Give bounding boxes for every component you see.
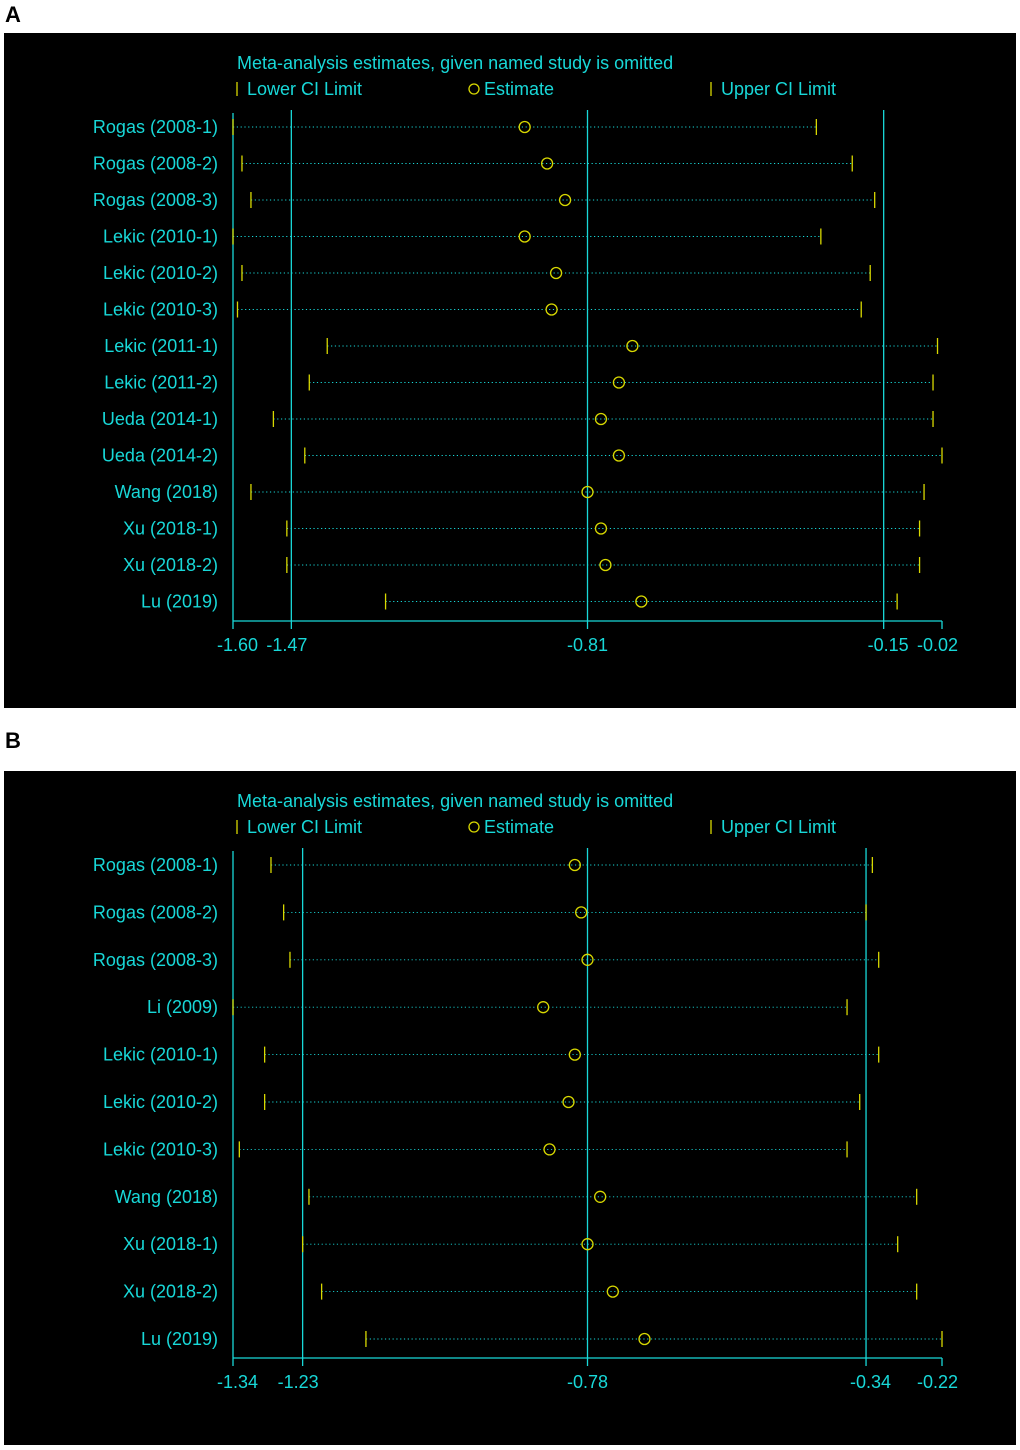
x-tick-label: -0.22 xyxy=(917,1372,958,1392)
x-tick-label: -1.47 xyxy=(266,635,307,655)
study-label: Rogas (2008-1) xyxy=(93,117,218,137)
estimate-point xyxy=(612,376,626,389)
estimate-point xyxy=(594,412,608,426)
study-label: Ueda (2014-2) xyxy=(102,446,218,466)
study-label: Lu (2019) xyxy=(141,592,218,612)
panel-b-letter: B xyxy=(5,728,21,753)
estimate-point xyxy=(518,230,531,243)
legend-lower-label: Lower CI Limit xyxy=(247,817,362,837)
study-label: Rogas (2008-3) xyxy=(93,190,218,210)
estimate-point xyxy=(540,157,554,170)
estimate-point xyxy=(626,339,639,353)
study-label: Lekic (2010-2) xyxy=(103,1092,218,1112)
study-label: Lekic (2011-2) xyxy=(104,373,218,393)
chart-title: Meta-analysis estimates, given named stu… xyxy=(237,791,673,811)
panel-a-letter: A xyxy=(5,2,21,27)
study-label: Xu (2018-2) xyxy=(123,1282,218,1302)
estimate-point xyxy=(638,1332,651,1346)
study-label: Lekic (2010-2) xyxy=(103,263,218,283)
study-label: Rogas (2008-2) xyxy=(93,154,218,174)
x-tick-label: -1.60 xyxy=(217,635,258,655)
chart-title: Meta-analysis estimates, given named stu… xyxy=(237,53,673,73)
estimate-point xyxy=(562,1095,575,1109)
estimate-point xyxy=(543,1143,556,1156)
estimate-point xyxy=(581,1238,594,1251)
x-tick-label: -1.34 xyxy=(217,1372,258,1392)
study-label: Rogas (2008-2) xyxy=(93,902,218,922)
x-tick-label: -0.78 xyxy=(567,1372,608,1392)
estimate-point xyxy=(581,485,594,499)
legend-estimate-marker xyxy=(468,821,480,833)
study-label: Xu (2018-1) xyxy=(123,1234,218,1254)
estimate-point xyxy=(545,303,558,316)
study-label: Lekic (2010-3) xyxy=(103,1139,218,1159)
estimate-point xyxy=(635,595,648,608)
estimate-point xyxy=(537,1001,550,1014)
study-label: Ueda (2014-1) xyxy=(102,409,218,429)
estimate-point xyxy=(568,1048,581,1061)
estimate-point xyxy=(518,120,531,134)
legend-estimate-label: Estimate xyxy=(484,817,554,837)
panel-a: Meta-analysis estimates, given named stu… xyxy=(4,33,1016,708)
study-label: Lekic (2010-1) xyxy=(103,227,218,247)
study-label: Xu (2018-2) xyxy=(123,555,218,575)
legend-estimate-label: Estimate xyxy=(484,79,554,99)
legend-lower-label: Lower CI Limit xyxy=(247,79,362,99)
study-label: Rogas (2008-1) xyxy=(93,855,218,875)
estimate-point xyxy=(606,1285,619,1298)
x-tick-label: -0.81 xyxy=(567,635,608,655)
x-tick-label: -0.15 xyxy=(868,635,909,655)
estimate-point xyxy=(581,953,594,966)
legend-upper-label: Upper CI Limit xyxy=(721,79,836,99)
study-label: Xu (2018-1) xyxy=(123,519,218,539)
estimate-point xyxy=(558,193,572,207)
study-label: Wang (2018) xyxy=(115,482,218,502)
estimate-point xyxy=(594,522,608,535)
estimate-point xyxy=(575,906,588,919)
estimate-point xyxy=(612,449,626,462)
estimate-point xyxy=(549,266,563,280)
x-tick-label: -0.34 xyxy=(850,1372,891,1392)
forest-chart-a: Meta-analysis estimates, given named stu… xyxy=(93,53,958,655)
estimate-point xyxy=(594,1190,607,1203)
study-label: Lekic (2011-1) xyxy=(104,336,218,356)
study-label: Wang (2018) xyxy=(115,1187,218,1207)
estimate-point xyxy=(568,858,581,872)
x-tick-label: -1.23 xyxy=(278,1372,319,1392)
estimate-point xyxy=(599,558,612,572)
study-label: Rogas (2008-3) xyxy=(93,950,218,970)
legend-estimate-marker xyxy=(468,83,480,95)
study-label: Lekic (2010-3) xyxy=(103,300,218,320)
legend-upper-label: Upper CI Limit xyxy=(721,817,836,837)
forest-chart-b: Meta-analysis estimates, given named stu… xyxy=(93,791,958,1392)
study-label: Li (2009) xyxy=(147,997,218,1017)
study-label: Lu (2019) xyxy=(141,1329,218,1349)
x-tick-label: -0.02 xyxy=(917,635,958,655)
study-label: Lekic (2010-1) xyxy=(103,1045,218,1065)
panel-b: Meta-analysis estimates, given named stu… xyxy=(4,771,1016,1445)
